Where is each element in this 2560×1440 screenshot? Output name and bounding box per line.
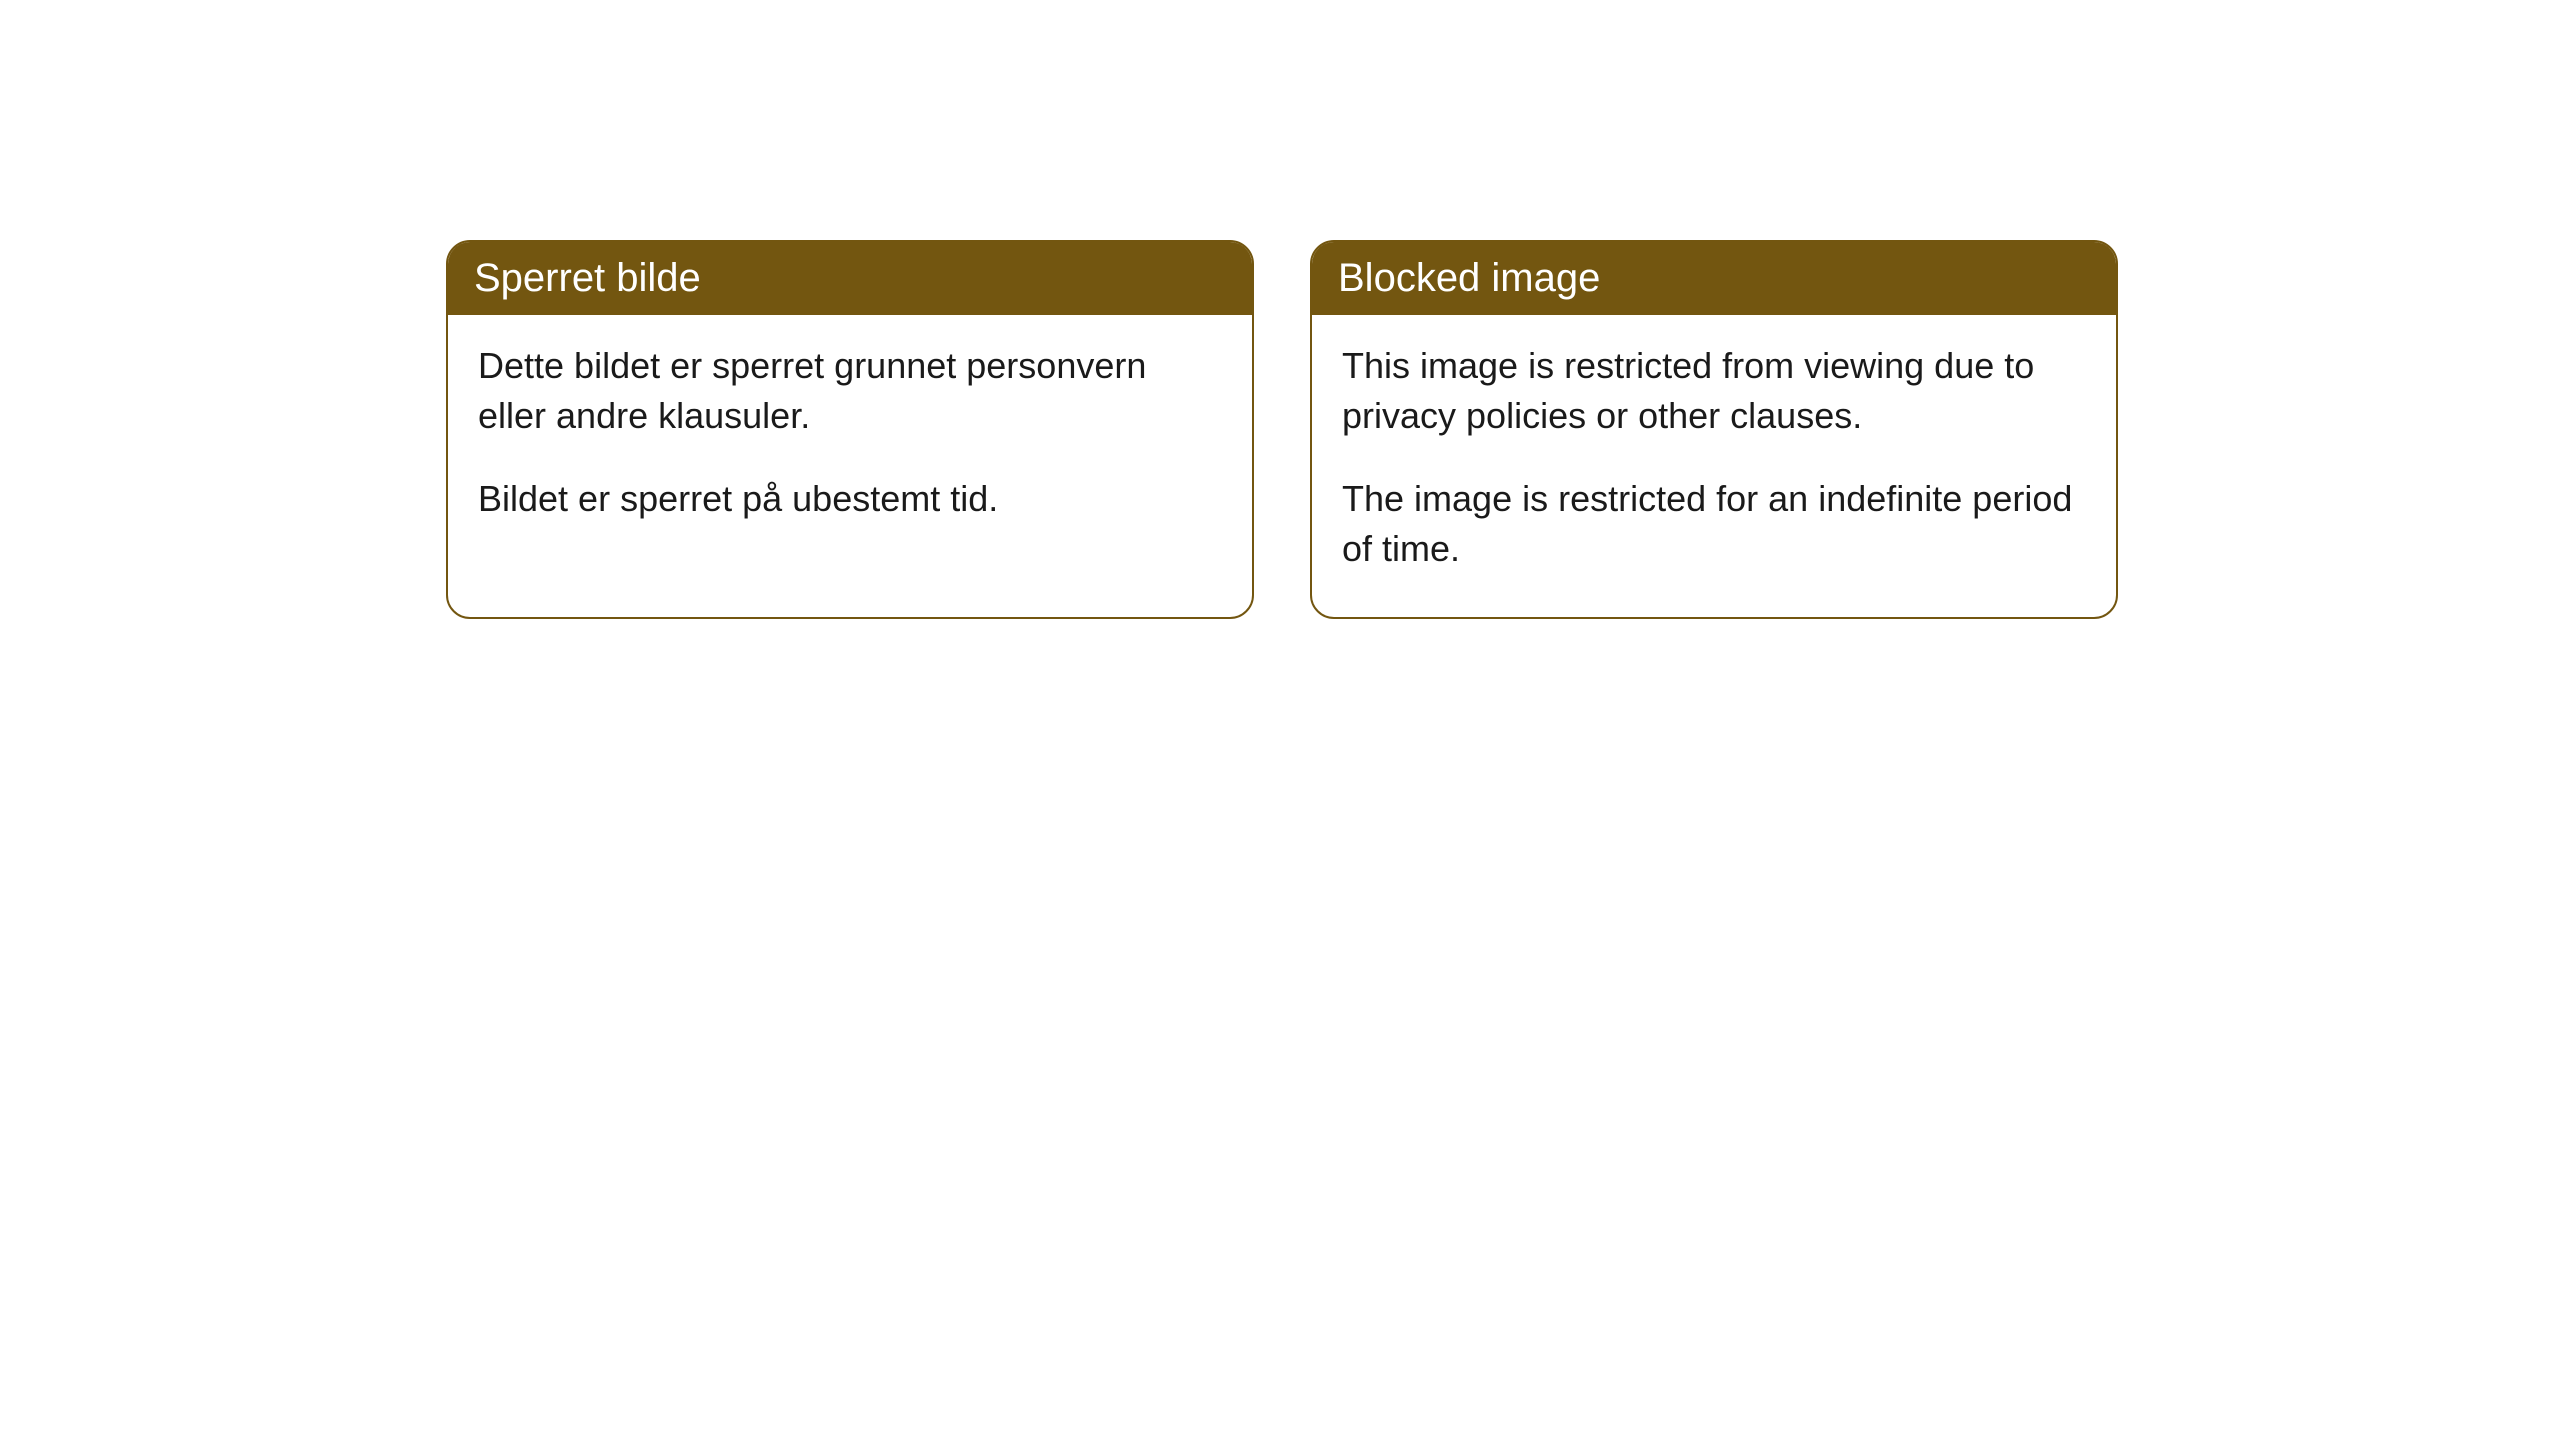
card-paragraph2-en: The image is restricted for an indefinit…	[1342, 474, 2086, 575]
card-title-no: Sperret bilde	[474, 256, 701, 300]
card-body-en: This image is restricted from viewing du…	[1312, 315, 2116, 617]
card-header-no: Sperret bilde	[448, 242, 1252, 315]
card-paragraph2-no: Bildet er sperret på ubestemt tid.	[478, 474, 1222, 524]
blocked-image-card-en: Blocked image This image is restricted f…	[1310, 240, 2118, 619]
card-header-en: Blocked image	[1312, 242, 2116, 315]
card-body-no: Dette bildet er sperret grunnet personve…	[448, 315, 1252, 566]
cards-container: Sperret bilde Dette bildet er sperret gr…	[0, 0, 2560, 619]
card-paragraph1-en: This image is restricted from viewing du…	[1342, 341, 2086, 442]
card-title-en: Blocked image	[1338, 256, 1600, 300]
blocked-image-card-no: Sperret bilde Dette bildet er sperret gr…	[446, 240, 1254, 619]
card-paragraph1-no: Dette bildet er sperret grunnet personve…	[478, 341, 1222, 442]
